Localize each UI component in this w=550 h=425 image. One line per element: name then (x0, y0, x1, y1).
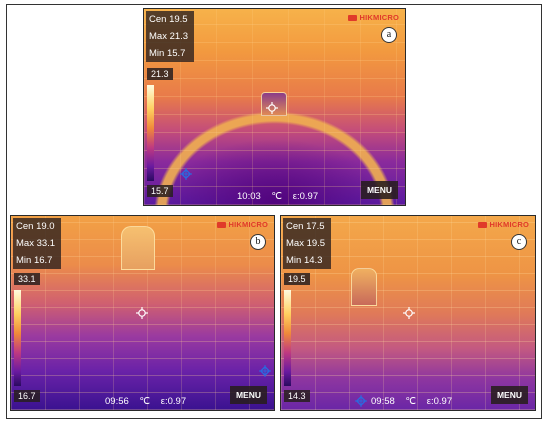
crosshair-icon (266, 102, 278, 114)
timestamp: 09:58 (371, 396, 395, 407)
center-temp: Cen 17.5 (286, 221, 325, 232)
scale-max-value: 33.1 (14, 273, 40, 285)
blue-target-icon (259, 364, 271, 377)
hikmicro-logo-icon (478, 221, 488, 228)
window-feature (261, 92, 287, 116)
thermal-image (281, 216, 535, 410)
brand-text: HIKMICRO (359, 13, 399, 22)
unit-label: ℃ (405, 396, 417, 407)
window-feature (351, 268, 377, 306)
max-temp: Max 33.1 (16, 238, 56, 249)
blue-target-icon (180, 167, 192, 180)
blue-target-icon (355, 394, 367, 407)
min-temp: Min 14.3 (286, 255, 323, 266)
hikmicro-logo-icon (217, 221, 227, 228)
scale-min-value: 15.7 (147, 185, 173, 197)
menu-button[interactable]: MENU (490, 386, 528, 404)
scale-max-value: 19.5 (284, 273, 310, 285)
crosshair-icon (403, 307, 415, 319)
brand-logo: HIKMICRO (217, 220, 268, 229)
status-bar: 10:03 ℃ ε:0.97 (237, 191, 326, 202)
emissivity: ε:0.97 (160, 396, 187, 407)
min-temp: Min 16.7 (16, 255, 53, 266)
max-temp: Max 21.3 (149, 31, 189, 42)
unit-label: ℃ (271, 191, 283, 202)
crosshair-icon (136, 307, 148, 319)
brand-logo: HIKMICRO (478, 220, 529, 229)
color-scale-bar (14, 290, 21, 386)
emissivity: ε:0.97 (426, 396, 453, 407)
panel-label: c (511, 234, 527, 250)
thermal-panel-a: Cen 19.5 Max 21.3 Min 15.7 21.3 15.7 HIK… (143, 8, 406, 206)
panel-label: b (250, 234, 266, 250)
center-temp: Cen 19.0 (16, 221, 55, 232)
center-temp: Cen 19.5 (149, 14, 188, 25)
panel-label: a (381, 27, 397, 43)
thermal-panel-b: Cen 19.0 Max 33.1 Min 16.7 33.1 16.7 HIK… (10, 215, 275, 411)
scale-min-value: 16.7 (14, 390, 40, 402)
color-scale-bar (147, 85, 154, 181)
temperature-readout: Cen 19.5 Max 21.3 Min 15.7 (146, 11, 194, 62)
brand-text: HIKMICRO (228, 220, 268, 229)
timestamp: 10:03 (237, 191, 261, 202)
temperature-readout: Cen 19.0 Max 33.1 Min 16.7 (13, 218, 61, 269)
brand-logo: HIKMICRO (348, 13, 399, 22)
thermal-panel-c: Cen 17.5 Max 19.5 Min 14.3 19.5 14.3 HIK… (280, 215, 536, 411)
hikmicro-logo-icon (348, 14, 358, 21)
menu-button[interactable]: MENU (229, 386, 267, 404)
window-feature (121, 226, 155, 270)
color-scale-bar (284, 290, 291, 386)
status-bar: 09:56 ℃ ε:0.97 (105, 396, 194, 407)
timestamp: 09:56 (105, 396, 129, 407)
min-temp: Min 15.7 (149, 48, 186, 59)
emissivity: ε:0.97 (292, 191, 319, 202)
unit-label: ℃ (139, 396, 151, 407)
status-bar: 09:58 ℃ ε:0.97 (371, 396, 460, 407)
temperature-readout: Cen 17.5 Max 19.5 Min 14.3 (283, 218, 331, 269)
scale-min-value: 14.3 (284, 390, 310, 402)
max-temp: Max 19.5 (286, 238, 326, 249)
brand-text: HIKMICRO (489, 220, 529, 229)
menu-button[interactable]: MENU (360, 181, 398, 199)
scale-max-value: 21.3 (147, 68, 173, 80)
